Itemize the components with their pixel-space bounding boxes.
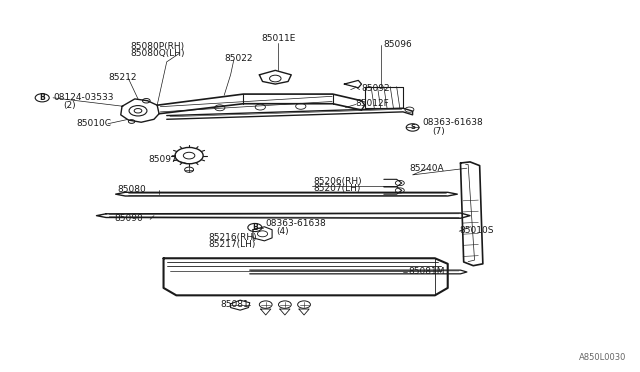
Text: 85081M: 85081M bbox=[408, 267, 445, 276]
Text: 85096: 85096 bbox=[384, 40, 413, 49]
Text: 85206(RH): 85206(RH) bbox=[314, 177, 362, 186]
Text: B: B bbox=[252, 223, 258, 232]
Text: 85216(RH): 85216(RH) bbox=[208, 232, 257, 242]
Text: (7): (7) bbox=[433, 126, 445, 136]
Text: (2): (2) bbox=[63, 101, 76, 110]
Text: B: B bbox=[39, 93, 45, 102]
Text: 85097: 85097 bbox=[149, 155, 178, 164]
Text: 85010S: 85010S bbox=[460, 226, 493, 235]
Text: 85011E: 85011E bbox=[261, 34, 296, 43]
Text: 85081: 85081 bbox=[220, 300, 249, 309]
Text: 85080Q(LH): 85080Q(LH) bbox=[130, 49, 184, 58]
Text: A850L0030: A850L0030 bbox=[579, 353, 627, 362]
Text: 08363-61638: 08363-61638 bbox=[422, 119, 483, 128]
Text: S: S bbox=[410, 125, 415, 131]
Text: 85207(LH): 85207(LH) bbox=[314, 185, 361, 193]
Text: 08363-61638: 08363-61638 bbox=[266, 219, 326, 228]
Text: 08124-03533: 08124-03533 bbox=[53, 93, 113, 102]
Text: 85212: 85212 bbox=[108, 73, 136, 82]
Text: 85240A: 85240A bbox=[410, 164, 444, 173]
Text: 85080: 85080 bbox=[117, 185, 146, 194]
Text: 85217(LH): 85217(LH) bbox=[208, 240, 255, 249]
Text: 85090: 85090 bbox=[115, 214, 143, 223]
Text: 85010C: 85010C bbox=[76, 119, 111, 128]
Text: 85080P(RH): 85080P(RH) bbox=[130, 42, 184, 51]
Text: 85022: 85022 bbox=[224, 54, 253, 63]
Text: (4): (4) bbox=[276, 227, 289, 236]
Text: 85012F: 85012F bbox=[356, 99, 390, 108]
Text: 85092: 85092 bbox=[362, 84, 390, 93]
